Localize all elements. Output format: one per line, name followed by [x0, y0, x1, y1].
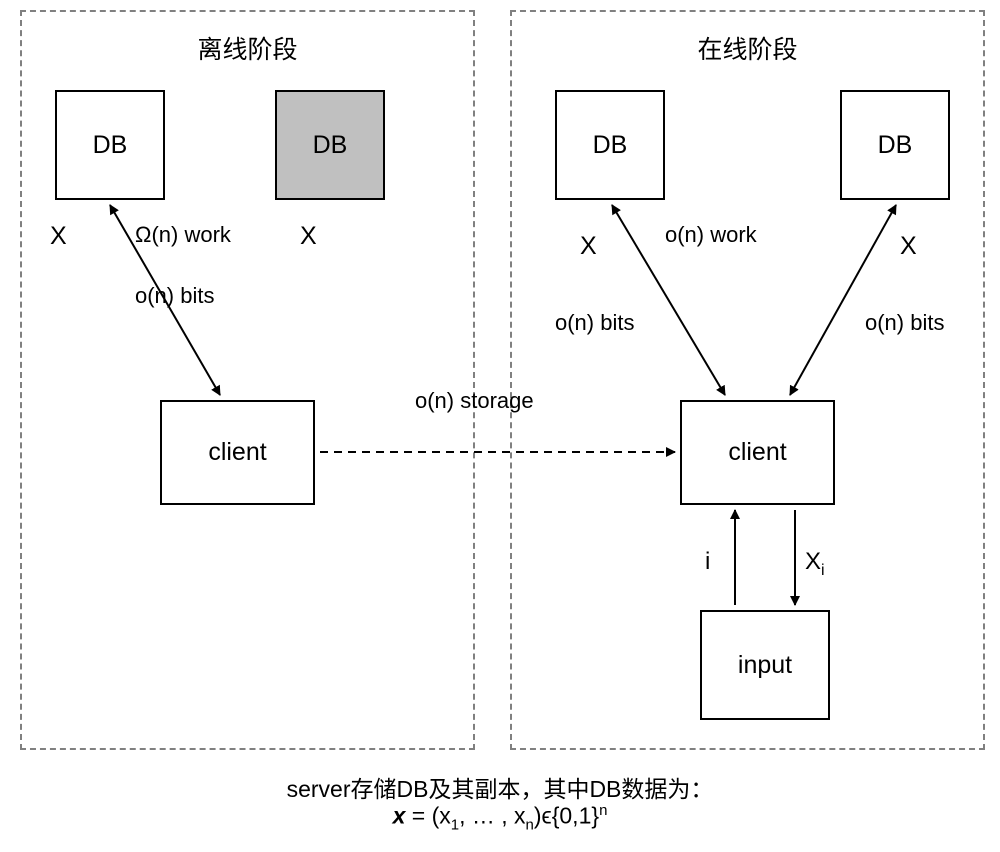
- label-i: i: [705, 548, 710, 576]
- offline-db1-label: DB: [93, 131, 128, 160]
- input-label: input: [738, 651, 792, 680]
- label-right-bits-right: o(n) bits: [865, 310, 944, 336]
- label-right-bits-left: o(n) bits: [555, 310, 634, 336]
- offline-phase-title: 离线阶段: [0, 30, 495, 66]
- online-db2-label: DB: [878, 131, 913, 160]
- label-right-x2: X: [900, 232, 917, 261]
- online-phase-title: 在线阶段: [510, 30, 985, 66]
- online-client-label: client: [728, 438, 786, 467]
- input-node: input: [700, 610, 830, 720]
- online-db2-node: DB: [840, 90, 950, 200]
- label-left-x2: X: [300, 222, 317, 251]
- offline-client-label: client: [208, 438, 266, 467]
- label-right-x1: X: [580, 232, 597, 261]
- online-client-node: client: [680, 400, 835, 505]
- caption-formula: x = (x1, … , xn)ϵ{0,1}n: [0, 802, 1000, 833]
- online-db1-node: DB: [555, 90, 665, 200]
- offline-db2-node: DB: [275, 90, 385, 200]
- offline-client-node: client: [160, 400, 315, 505]
- label-left-x1: X: [50, 222, 67, 251]
- label-left-work: Ω(n) work: [135, 222, 231, 248]
- offline-db1-node: DB: [55, 90, 165, 200]
- diagram-canvas: 离线阶段 在线阶段 DB DB client DB DB client inpu…: [0, 0, 1000, 852]
- label-storage: o(n) storage: [415, 388, 534, 414]
- offline-db2-label: DB: [313, 131, 348, 160]
- label-xi: Xi: [805, 548, 825, 580]
- online-db1-label: DB: [593, 131, 628, 160]
- label-left-bits: o(n) bits: [135, 283, 214, 309]
- caption-line1: server存储DB及其副本，其中DB数据为：: [0, 770, 1000, 804]
- label-right-work: o(n) work: [665, 222, 757, 248]
